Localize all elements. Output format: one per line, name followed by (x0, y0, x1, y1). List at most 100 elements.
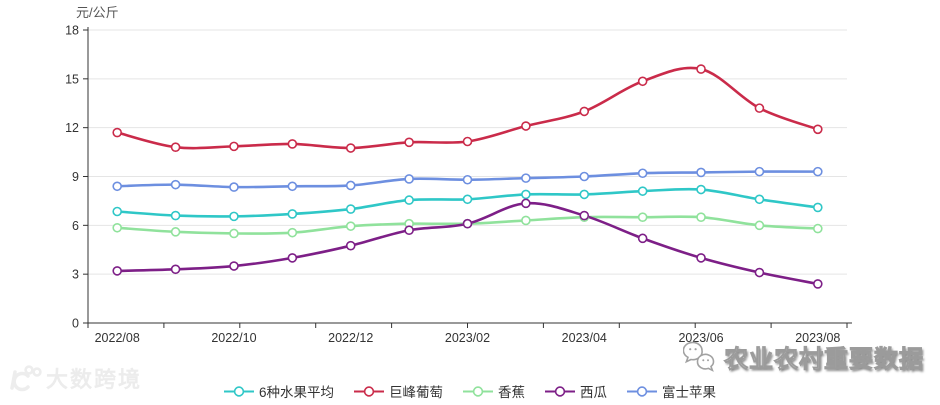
y-axis-label: 9 (72, 170, 79, 184)
series-point-4-4[interactable] (345, 180, 356, 191)
series-point-4-9[interactable] (637, 168, 648, 179)
x-axis-label: 2023/08 (795, 331, 840, 345)
series-point-1-6[interactable] (462, 136, 473, 147)
series-point-1-10[interactable] (696, 64, 706, 74)
series-point-0-10[interactable] (696, 184, 706, 195)
series-point-3-6[interactable] (462, 218, 473, 229)
series-point-0-3[interactable] (287, 209, 298, 219)
legend-marker-icon (223, 385, 254, 397)
legend-marker-icon (545, 385, 575, 397)
series-point-4-7[interactable] (521, 173, 531, 183)
series-point-3-4[interactable] (345, 240, 356, 251)
series-point-2-9[interactable] (637, 212, 648, 222)
series-point-0-5[interactable] (404, 195, 414, 205)
series-point-4-8[interactable] (579, 171, 590, 182)
series-point-4-3[interactable] (287, 181, 298, 192)
y-axis-label: 6 (72, 219, 79, 233)
series-point-3-11[interactable] (754, 267, 765, 278)
series-point-2-4[interactable] (345, 221, 356, 231)
y-axis-label: 3 (72, 268, 79, 282)
legend-item-2[interactable]: 香蕉 (463, 381, 525, 401)
series-point-3-5[interactable] (404, 225, 414, 236)
series-point-3-3[interactable] (287, 253, 298, 263)
series-point-0-1[interactable] (170, 210, 181, 221)
y-axis-label: 15 (65, 72, 79, 86)
legend-item-0[interactable]: 6种水果平均 (223, 381, 334, 401)
series-point-3-1[interactable] (170, 264, 181, 275)
series-point-1-7[interactable] (521, 121, 531, 131)
legend-label: 巨峰葡萄 (389, 385, 443, 400)
series-point-0-4[interactable] (345, 204, 356, 214)
y-axis-label: 18 (65, 24, 79, 38)
watermark-bottom-right: 农业农村重要数据 (683, 339, 924, 374)
series-point-3-10[interactable] (696, 253, 706, 263)
series-point-1-5[interactable] (404, 137, 414, 148)
legend-item-3[interactable]: 西瓜 (545, 381, 607, 401)
series-point-1-0[interactable] (112, 127, 122, 138)
series-line-1 (115, 66, 820, 150)
series-point-1-3[interactable] (287, 139, 298, 149)
series-point-2-1[interactable] (170, 227, 181, 237)
series-point-4-11[interactable] (754, 166, 765, 177)
series-point-0-12[interactable] (813, 202, 823, 213)
series-point-4-2[interactable] (229, 182, 239, 192)
legend-label: 富士苹果 (662, 385, 716, 400)
watermark-left-text: 大数跨境 (46, 367, 143, 392)
x-axis-label: 2022/12 (328, 331, 373, 345)
series-point-4-1[interactable] (170, 179, 181, 190)
x-axis-label: 2023/06 (678, 331, 723, 345)
series-point-3-9[interactable] (637, 233, 648, 244)
legend-label: 香蕉 (498, 385, 525, 400)
series-point-0-9[interactable] (637, 186, 648, 196)
legend-marker-icon (463, 385, 493, 397)
x-axis-label: 2022/10 (211, 331, 256, 345)
series-point-2-12[interactable] (813, 223, 823, 234)
series-point-3-12[interactable] (813, 279, 823, 289)
series-point-1-9[interactable] (637, 76, 648, 87)
legend-label: 6种水果平均 (258, 385, 334, 400)
series-point-4-12[interactable] (813, 166, 823, 177)
series-point-0-7[interactable] (521, 189, 531, 200)
chart-legend: 6种水果平均 巨峰葡萄 香蕉 西瓜 富士苹果 (0, 381, 940, 401)
series-point-2-3[interactable] (287, 227, 298, 238)
series-point-1-1[interactable] (170, 142, 181, 152)
series-point-0-11[interactable] (754, 194, 765, 205)
series-point-2-11[interactable] (754, 220, 765, 231)
series-point-1-12[interactable] (813, 124, 823, 135)
series-point-1-4[interactable] (345, 143, 356, 153)
watermark-right-text: 农业农村重要数据 (724, 346, 924, 374)
series-point-1-8[interactable] (579, 106, 590, 117)
x-axis-label: 2023/02 (445, 331, 490, 345)
series-point-0-6[interactable] (462, 194, 473, 205)
series-point-4-5[interactable] (404, 174, 414, 184)
legend-item-4[interactable]: 富士苹果 (627, 381, 716, 401)
series-point-4-0[interactable] (112, 181, 122, 192)
series-point-2-2[interactable] (229, 228, 239, 239)
legend-item-1[interactable]: 巨峰葡萄 (354, 381, 443, 401)
series-point-1-11[interactable] (754, 103, 765, 113)
watermark-bottom-left: 大数跨境 (6, 360, 142, 396)
series-point-2-10[interactable] (696, 212, 706, 222)
series-point-3-7[interactable] (521, 198, 531, 209)
series-point-3-0[interactable] (112, 266, 122, 276)
y-axis-unit-label: 元/公斤 (76, 5, 119, 20)
legend-marker-icon (354, 385, 384, 397)
series-point-3-8[interactable] (579, 210, 590, 221)
series-point-3-2[interactable] (229, 261, 239, 271)
legend-label: 西瓜 (580, 385, 607, 400)
series-point-4-10[interactable] (696, 167, 706, 178)
series-point-0-2[interactable] (229, 211, 239, 222)
series-point-2-7[interactable] (521, 215, 531, 226)
series-point-4-6[interactable] (462, 174, 473, 185)
series-point-0-8[interactable] (579, 189, 590, 200)
x-axis-label: 2023/04 (562, 331, 607, 345)
x-axis-label: 2022/08 (95, 331, 140, 345)
wechat-icon (683, 341, 715, 372)
y-axis-label: 12 (65, 121, 79, 135)
series-point-1-2[interactable] (229, 141, 239, 152)
series-point-0-0[interactable] (112, 206, 122, 217)
dashukuajing-logo-icon (10, 365, 42, 392)
series-point-2-0[interactable] (112, 222, 122, 233)
